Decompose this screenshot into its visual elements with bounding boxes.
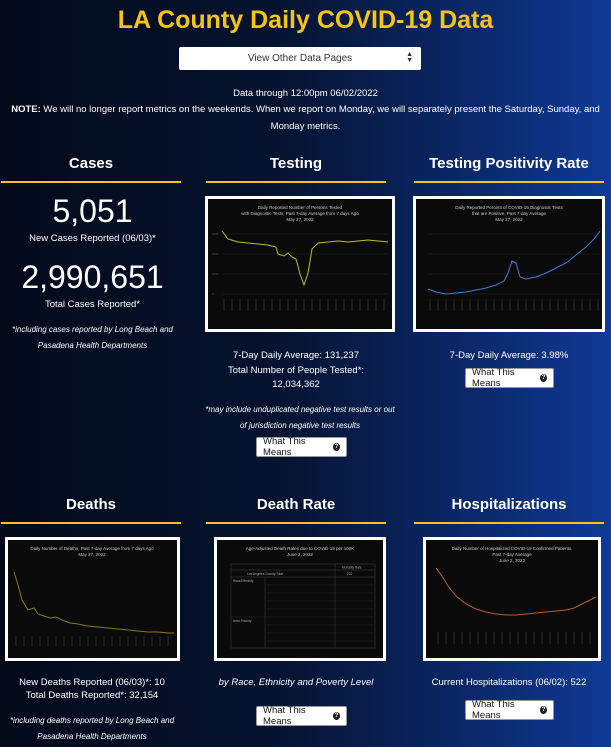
positivity-average: 7-Day Daily Average: 3.98%	[449, 350, 569, 361]
svg-text:232: 232	[347, 572, 353, 576]
note-label: NOTE:	[11, 104, 41, 115]
hospitalizations-chart-title: Daily Number of Hospitalized COVID-19 Co…	[452, 546, 573, 551]
hospitalizations-chart-frame[interactable]: Daily Number of Hospitalized COVID-19 Co…	[423, 537, 601, 661]
svg-text:that are Positive, Past 7-day: that are Positive, Past 7-day Average	[472, 211, 546, 216]
note-body: We will no longer report metrics on the …	[40, 104, 600, 132]
hospitalizations-button-label: What This Means	[472, 699, 515, 721]
positivity-chart-frame[interactable]: Daily Reported Percent of COVID-19 Diagn…	[413, 196, 605, 332]
svg-text:June 2, 2022: June 2, 2022	[499, 558, 526, 563]
question-circle-icon: ?	[332, 443, 340, 451]
svg-text:Los Angeles County Total: Los Angeles County Total	[247, 572, 283, 576]
total-cases-value: 2,990,651	[21, 259, 164, 295]
svg-text:200K: 200K	[212, 252, 219, 256]
death-rate-title: Death Rate	[256, 496, 336, 513]
testing-chart: Daily Reported Number of Persons Tested …	[208, 199, 392, 329]
data-through-text: Data through 12:00pm 06/02/2022	[233, 88, 378, 99]
svg-text:Area Poverty: Area Poverty	[233, 619, 252, 623]
testing-series-line	[221, 230, 389, 287]
cases-footnote: *including cases reported by Long Beach …	[12, 325, 173, 350]
question-circle-icon: ?	[540, 706, 547, 714]
select-label: View Other Data Pages	[247, 53, 353, 64]
testing-total-label: Total Number of People Tested*:	[227, 365, 365, 376]
deaths-chart-frame[interactable]: Daily Number of Deaths, Past 7-day Avera…	[5, 537, 180, 661]
positivity-divider	[414, 181, 604, 183]
current-hospitalizations: Current Hospitalizations (06/02): 522	[431, 677, 587, 688]
deaths-series-line	[13, 571, 174, 634]
new-cases-label: New Cases Reported (06/03)*	[29, 233, 156, 244]
total-cases-label: Total Cases Reported*	[44, 299, 141, 310]
hospitalizations-series-line	[435, 567, 597, 616]
new-deaths-line: New Deaths Reported (06/03)*: 10	[19, 677, 165, 688]
svg-text:Race/Ethnicity: Race/Ethnicity	[233, 579, 254, 583]
new-cases-value: 5,051	[52, 193, 133, 229]
cases-title: Cases	[68, 155, 114, 172]
svg-text:May 27, 2022: May 27, 2022	[286, 217, 314, 222]
svg-text:with Diagnostic Tests, Past 7-: with Diagnostic Tests, Past 7-day Averag…	[241, 211, 359, 216]
death-rate-what-this-means-button[interactable]: What This Means ?	[256, 705, 347, 727]
data-pages-select[interactable]: View Other Data Pages ▲ ▼	[179, 47, 421, 70]
death-rate-table-frame[interactable]: Age-Adjusted Death Rates due to COVID-19…	[214, 537, 386, 661]
positivity-chart-title: Daily Reported Percent of COVID-19 Diagn…	[455, 205, 563, 210]
chevron-updown-icon: ▲ ▼	[406, 51, 413, 64]
testing-title: Testing	[269, 155, 323, 172]
testing-total-value: 12,034,362	[272, 379, 320, 390]
death-rate-button-label: What This Means	[263, 705, 306, 727]
death-rate-divider	[206, 522, 386, 524]
testing-chart-title: Daily Reported Number of Persons Tested	[258, 205, 343, 210]
deaths-title: Deaths	[65, 496, 117, 513]
death-rate-subtitle: by Race, Ethnicity and Poverty Level	[218, 677, 374, 688]
svg-text:0: 0	[212, 292, 214, 296]
question-circle-icon: ?	[540, 374, 547, 382]
hospitalizations-chart: Daily Number of Hospitalized COVID-19 Co…	[426, 540, 598, 658]
svg-text:June 2, 2022: June 2, 2022	[287, 552, 314, 557]
page-title: LA County Daily COVID-19 Data	[117, 6, 494, 34]
svg-text:May 27, 2022: May 27, 2022	[495, 217, 523, 222]
testing-chart-frame[interactable]: Daily Reported Number of Persons Tested …	[205, 196, 395, 332]
positivity-what-this-means-button[interactable]: What This Means ?	[465, 367, 554, 389]
positivity-button-label: What This Means	[472, 367, 515, 389]
svg-text:May 27, 2022: May 27, 2022	[78, 552, 106, 557]
death-rate-table-title: Age-Adjusted Death Rates due to COVID-19…	[246, 546, 355, 551]
question-circle-icon: ?	[332, 712, 340, 720]
hospitalizations-what-this-means-button[interactable]: What This Means ?	[465, 699, 554, 721]
note-text: NOTE: We will no longer report metrics o…	[0, 101, 611, 135]
positivity-title: Testing Positivity Rate	[429, 155, 589, 172]
cases-divider	[1, 181, 181, 183]
deaths-divider	[1, 522, 181, 524]
deaths-footnote: *including deaths reported by Long Beach…	[9, 716, 175, 741]
testing-divider	[206, 181, 386, 183]
testing-footnote: *may include unduplicated negative test …	[205, 405, 395, 430]
positivity-series-line	[427, 230, 601, 295]
deaths-chart-title: Daily Number of Deaths, Past 7-day Avera…	[30, 546, 154, 551]
svg-text:Mortality Rate: Mortality Rate	[342, 566, 362, 570]
total-deaths-line: Total Deaths Reported*: 32,154	[25, 690, 159, 701]
testing-average: 7-Day Daily Average: 131,237	[232, 350, 360, 361]
svg-text:300K: 300K	[212, 232, 219, 236]
testing-button-label: What This Means	[263, 436, 306, 458]
hospitalizations-divider	[414, 522, 604, 524]
positivity-chart: Daily Reported Percent of COVID-19 Diagn…	[416, 199, 602, 329]
death-rate-table-image: Age-Adjusted Death Rates due to COVID-19…	[217, 540, 383, 658]
hospitalizations-title: Hospitalizations	[451, 496, 567, 513]
svg-text:100K: 100K	[212, 272, 219, 276]
deaths-chart: Daily Number of Deaths, Past 7-day Avera…	[8, 540, 177, 658]
svg-text:Past 7-day Average: Past 7-day Average	[492, 552, 532, 557]
testing-what-this-means-button[interactable]: What This Means ?	[256, 436, 347, 458]
